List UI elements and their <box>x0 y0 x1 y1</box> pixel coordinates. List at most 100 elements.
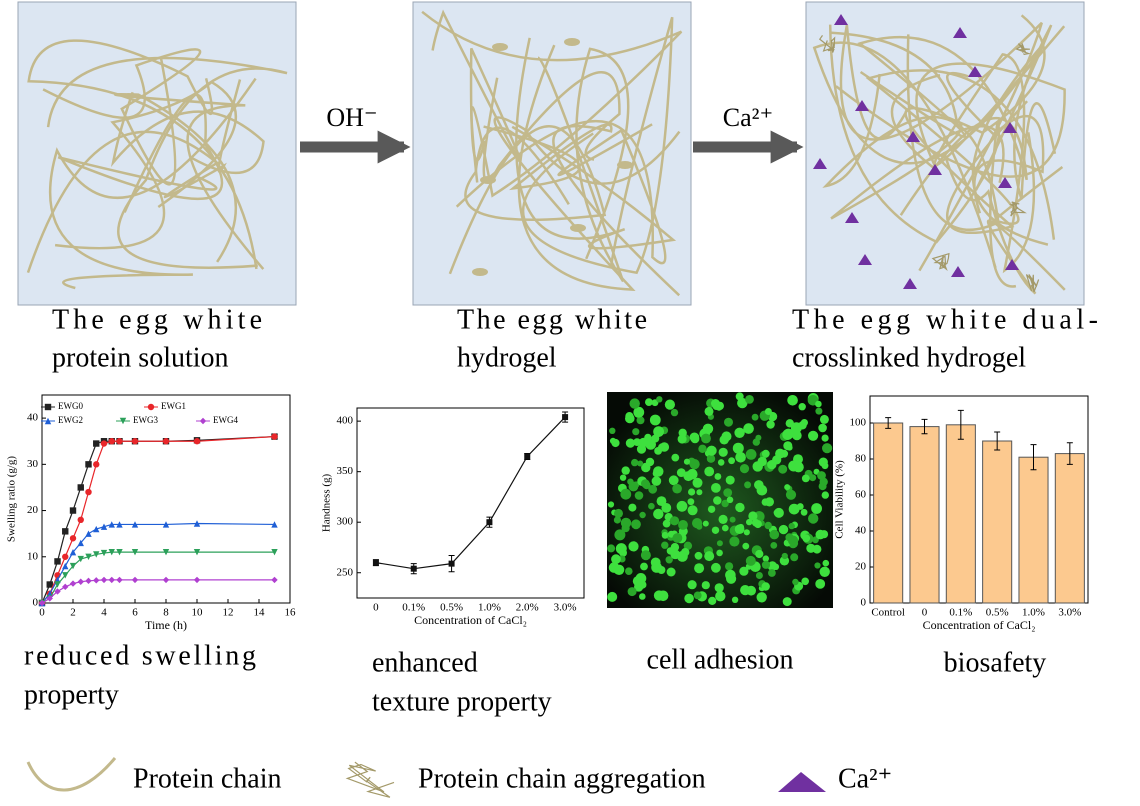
caption: crosslinked hydrogel <box>792 342 1026 373</box>
y-tick-label: 40 <box>855 525 867 537</box>
cell <box>818 457 828 467</box>
crosslink <box>480 176 496 184</box>
cell <box>714 583 724 593</box>
legend-label: Protein chain aggregation <box>418 763 706 794</box>
protein-chain <box>904 14 1046 235</box>
cell <box>631 519 641 530</box>
x-tick-label: Control <box>871 607 905 619</box>
protein-chain <box>110 91 265 174</box>
cell <box>627 587 637 597</box>
series-line <box>41 551 275 604</box>
calcium-ion <box>1005 259 1019 270</box>
calcium-ion <box>951 266 965 277</box>
caption: reduced swelling <box>24 640 256 671</box>
cell <box>648 502 655 510</box>
cell <box>729 536 740 547</box>
caption: protein solution <box>52 342 229 373</box>
bar <box>982 440 1013 604</box>
cell <box>761 449 770 458</box>
x-tick-label: 0 <box>39 607 45 619</box>
marker <box>85 553 92 560</box>
cell <box>677 434 687 444</box>
legend-label: EWG3 <box>133 415 158 425</box>
x-tick-label: 6 <box>132 607 138 619</box>
marker <box>69 548 77 556</box>
cell <box>625 438 636 448</box>
x-tick-label: 10 <box>192 607 204 619</box>
cell <box>693 591 702 600</box>
cell <box>648 484 658 494</box>
caption: property <box>24 679 119 710</box>
cell <box>735 392 744 401</box>
cell <box>619 474 627 481</box>
cell <box>694 551 703 560</box>
cell <box>704 466 715 477</box>
cell <box>687 498 695 506</box>
cell <box>664 399 676 410</box>
cell <box>706 454 716 463</box>
crosslink <box>617 161 633 169</box>
marker <box>108 438 115 445</box>
y-tick-label: 20 <box>855 561 867 573</box>
cell <box>692 518 703 529</box>
caption: hydrogel <box>457 342 557 373</box>
cell <box>672 483 682 494</box>
cell <box>701 581 710 590</box>
cell <box>676 468 686 477</box>
cell <box>666 547 675 555</box>
y-tick-label: 80 <box>855 453 867 465</box>
crosslink <box>492 43 508 51</box>
plot-frame <box>869 395 1089 604</box>
marker <box>93 551 100 558</box>
cell <box>615 543 627 555</box>
cell <box>779 556 790 566</box>
cell <box>621 466 630 475</box>
cell <box>756 592 767 603</box>
plot-frame <box>356 407 585 599</box>
y-tick-label: 30 <box>27 458 39 470</box>
cell <box>778 464 788 474</box>
x-tick-label: 0.5% <box>440 602 463 614</box>
marker <box>162 521 170 528</box>
cell <box>724 417 733 427</box>
marker <box>562 414 569 421</box>
cell <box>715 591 726 602</box>
cell <box>761 582 770 591</box>
cell <box>623 519 632 527</box>
cell <box>784 484 791 491</box>
cell <box>611 554 621 565</box>
cell <box>687 505 698 516</box>
marker <box>108 576 115 584</box>
cell <box>718 447 728 457</box>
cell <box>711 526 720 534</box>
cell <box>718 514 728 525</box>
marker <box>44 403 52 411</box>
protein-chain <box>421 10 683 198</box>
cell <box>792 578 799 586</box>
marker <box>54 588 61 595</box>
marker <box>199 417 207 425</box>
marker <box>46 595 53 602</box>
cell <box>790 553 799 562</box>
cell <box>654 447 662 455</box>
marker <box>131 576 139 584</box>
cell <box>764 408 772 415</box>
x-tick-label: 3.0% <box>1058 607 1081 619</box>
cell <box>775 448 786 459</box>
cell <box>746 518 753 526</box>
cell <box>688 488 696 496</box>
cell <box>788 503 800 515</box>
series-line <box>375 416 566 570</box>
cell <box>614 529 626 541</box>
marker <box>116 521 123 528</box>
x-axis-label: Time (h) <box>145 618 187 632</box>
marker <box>108 521 115 528</box>
cell <box>641 479 650 488</box>
cell <box>661 541 669 549</box>
cell <box>782 597 792 607</box>
cell <box>629 398 640 409</box>
x-tick-label: 0.5% <box>986 607 1009 619</box>
aggregation <box>818 35 836 53</box>
cell <box>704 551 715 562</box>
cell <box>761 560 771 569</box>
